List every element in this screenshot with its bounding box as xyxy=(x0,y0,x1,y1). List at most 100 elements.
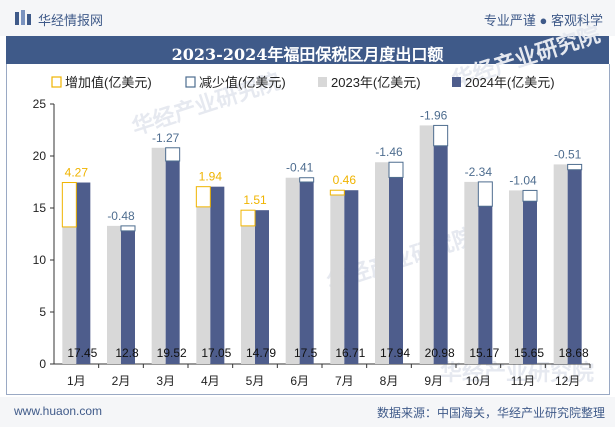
change-label-9: -1.96 xyxy=(420,108,448,122)
x-tick-label-3: 3月 xyxy=(156,374,175,388)
increase-box-4 xyxy=(195,186,211,208)
change-label-7: 0.46 xyxy=(333,173,357,187)
change-label-6: -0.41 xyxy=(286,161,314,175)
bar-2024-1 xyxy=(76,182,91,364)
labels: 4.27 17.45 -0.48 12.8 -1.27 19.52 1.94 17.05 1.5… xyxy=(65,108,589,360)
y-tick-label: 20 xyxy=(33,149,47,163)
bar-2023-12 xyxy=(553,164,568,364)
change-label-8: -1.46 xyxy=(375,145,403,159)
x-tick-label-1: 1月 xyxy=(67,374,86,388)
legend-swatch-increase xyxy=(51,76,62,88)
huajing-logo-icon xyxy=(15,10,31,25)
bar-2024-8 xyxy=(389,177,403,364)
increase-box-7 xyxy=(329,189,345,196)
change-label-3: -1.27 xyxy=(152,131,180,145)
decrease-box-10 xyxy=(477,181,493,207)
decrease-box-6 xyxy=(299,177,315,183)
bar-2024-2 xyxy=(121,230,135,364)
legend-label-3: 2024年(亿美元) xyxy=(465,75,555,90)
legend-swatch-2023 xyxy=(318,77,327,87)
bar-2024-10 xyxy=(478,206,493,364)
legend-swatch-2024 xyxy=(452,77,461,87)
value-label-2024-7: 16.71 xyxy=(335,346,365,360)
bars xyxy=(61,124,583,364)
bar-2023-6 xyxy=(285,177,300,364)
y-tick-label: 15 xyxy=(33,201,47,215)
x-tick-label-12: 12月 xyxy=(555,374,580,388)
footer: www.huaon.com 数据来源：中国海关，华经产业研究院整理 xyxy=(0,397,615,427)
x-tick-label-4: 4月 xyxy=(201,374,220,388)
bar-2024-4 xyxy=(210,186,225,364)
value-label-2024-3: 19.52 xyxy=(157,346,187,360)
x-tick-label-8: 8月 xyxy=(380,374,399,388)
increase-box-1 xyxy=(61,182,77,228)
x-tick-label-2: 2月 xyxy=(112,374,131,388)
footer-source: 数据来源：中国海关，华经产业研究院整理 xyxy=(376,406,605,420)
bar-2024-3 xyxy=(165,160,180,364)
value-label-2024-10: 15.17 xyxy=(469,346,499,360)
decrease-box-8 xyxy=(388,161,404,178)
brand-slogan: 专业严谨 ● 客观科学 xyxy=(483,13,603,28)
bar-2023-2 xyxy=(107,225,121,364)
x-tick-label-10: 10月 xyxy=(466,374,491,388)
decrease-box-12 xyxy=(567,163,583,171)
y-tick-label: 5 xyxy=(39,305,46,319)
x-tick-label-9: 9月 xyxy=(424,374,443,388)
legend-label-1: 减少值(亿美元) xyxy=(199,75,286,90)
bar-2023-4 xyxy=(196,206,211,364)
footer-website: www.huaon.com xyxy=(14,404,103,418)
value-label-2024-12: 18.68 xyxy=(559,346,589,360)
change-label-4: 1.94 xyxy=(199,170,223,184)
value-label-2024-6: 17.5 xyxy=(294,346,318,360)
title-bar: 2023-2024年福田保税区月度出口额 xyxy=(6,36,609,64)
bar-2023-10 xyxy=(464,181,479,364)
bar-2023-1 xyxy=(62,226,77,364)
y-tick-label: 0 xyxy=(39,357,46,371)
value-label-2024-11: 15.65 xyxy=(514,346,544,360)
x-tick-label-6: 6月 xyxy=(290,374,309,388)
x-tick-label-7: 7月 xyxy=(335,374,354,388)
value-label-2024-2: 12.8 xyxy=(115,346,139,360)
bar-2023-7 xyxy=(330,195,345,364)
value-label-2024-8: 17.94 xyxy=(380,346,410,360)
legend-label-2: 2023年(亿美元) xyxy=(331,75,421,90)
legend-swatch-decrease xyxy=(185,76,196,88)
bar-2023-9 xyxy=(419,125,434,364)
y-tick-label: 25 xyxy=(33,97,47,111)
bar-2024-11 xyxy=(523,201,537,364)
bar-2023-5 xyxy=(241,225,255,364)
chart-title: 2023-2024年福田保税区月度出口额 xyxy=(171,45,444,64)
bar-2024-12 xyxy=(567,169,582,364)
change-label-2: -0.48 xyxy=(107,209,135,223)
decrease-box-9 xyxy=(433,124,449,147)
value-label-2024-4: 17.05 xyxy=(201,346,231,360)
brand-name: 华经情报网 xyxy=(38,13,104,28)
bar-2023-8 xyxy=(375,162,389,364)
top-bar: 华经情报网 专业严谨 ● 客观科学 xyxy=(0,0,615,36)
bar-2024-9 xyxy=(433,145,448,364)
bar-2024-7 xyxy=(344,190,359,364)
x-tick-label-11: 11月 xyxy=(511,374,535,388)
change-label-12: -0.51 xyxy=(554,147,582,161)
chart-frame xyxy=(6,64,610,395)
decrease-box-3 xyxy=(165,147,181,162)
x-tick-label-5: 5月 xyxy=(246,374,265,388)
change-label-10: -2.34 xyxy=(465,165,493,179)
bar-2023-11 xyxy=(509,190,523,364)
bar-2024-6 xyxy=(299,182,314,364)
y-tick-label: 10 xyxy=(33,253,47,267)
value-label-2024-1: 17.45 xyxy=(67,346,97,360)
change-label-5: 1.51 xyxy=(243,193,267,207)
bar-2024-5 xyxy=(255,210,269,364)
change-label-11: -1.04 xyxy=(509,173,537,187)
change-label-1: 4.27 xyxy=(65,166,89,180)
increase-box-5 xyxy=(240,209,256,227)
decrease-box-11 xyxy=(522,189,538,202)
decrease-box-2 xyxy=(120,225,136,232)
legend: 增加值(亿美元) 减少值(亿美元) 2023年(亿美元) 2024年(亿美元) xyxy=(51,75,555,90)
value-label-2024-9: 20.98 xyxy=(425,346,455,360)
bar-2023-3 xyxy=(151,147,166,364)
value-label-2024-5: 14.79 xyxy=(246,346,276,360)
legend-label-0: 增加值(亿美元) xyxy=(65,75,152,90)
